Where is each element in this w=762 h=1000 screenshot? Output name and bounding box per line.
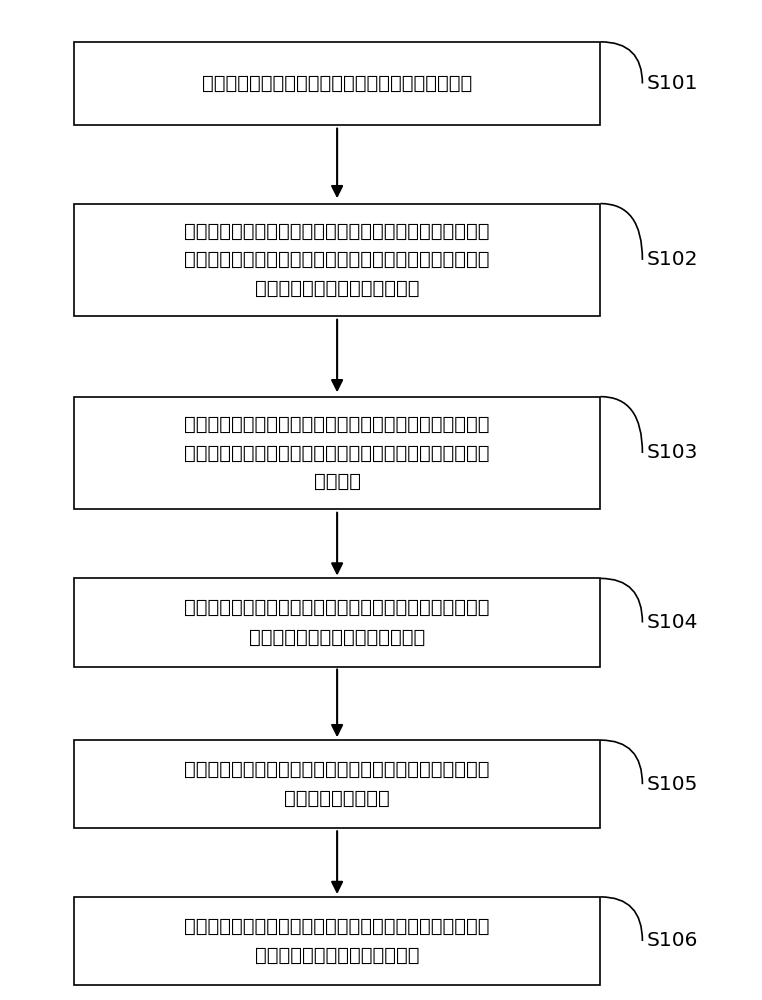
Text: 与多组气路性能参数值一一对应: 与多组气路性能参数值一一对应 [255, 279, 419, 298]
Text: S101: S101 [646, 74, 698, 93]
Text: 康运行状态时的多组气路性能参数值，多组气路运行参数值: 康运行状态时的多组气路性能参数值，多组气路运行参数值 [184, 250, 490, 269]
Bar [74, 42, 600, 125]
Text: 性能参数关于气路运行参数的回归方程，该回归方程不同于: 性能参数关于气路运行参数的回归方程，该回归方程不同于 [184, 443, 490, 462]
Bar [74, 897, 600, 985]
Text: 第二气路性能参数值: 第二气路性能参数值 [284, 789, 390, 808]
Text: S102: S102 [646, 250, 698, 269]
Text: 根据实时气路运行参数值及计算公式，计算得到燃气轮机的: 根据实时气路运行参数值及计算公式，计算得到燃气轮机的 [184, 760, 490, 779]
Text: S103: S103 [646, 443, 698, 462]
Text: S104: S104 [646, 613, 698, 632]
Text: 到燃气轮机的第一气路性能参数值: 到燃气轮机的第一气路性能参数值 [249, 628, 425, 647]
Text: 根据第一气路性能参数值及第二气路性能参数值，计算得到: 根据第一气路性能参数值及第二气路性能参数值，计算得到 [184, 917, 490, 936]
Text: 计算公式: 计算公式 [314, 472, 360, 491]
Bar [74, 578, 600, 667]
Bar [74, 740, 600, 828]
Text: 根据多组气路运行参数值和多组气路性能参数值，得到气路: 根据多组气路运行参数值和多组气路性能参数值，得到气路 [184, 415, 490, 434]
Text: 根据多组气路运行参数值及计算公式，计算得到燃气轮机健: 根据多组气路运行参数值及计算公式，计算得到燃气轮机健 [184, 222, 490, 241]
Bar [74, 204, 600, 316]
Text: 燃气轮机的气路性能衰减参数值: 燃气轮机的气路性能衰减参数值 [255, 946, 419, 965]
Text: S105: S105 [646, 775, 698, 794]
Bar [74, 397, 600, 509]
Text: 采集燃气轮机健康运行状态时的多组气路运行参数值: 采集燃气轮机健康运行状态时的多组气路运行参数值 [202, 74, 472, 93]
Text: 采集燃气轮机的实时气路运行参数值，根据回归方程计算得: 采集燃气轮机的实时气路运行参数值，根据回归方程计算得 [184, 598, 490, 617]
Text: S106: S106 [646, 932, 698, 950]
